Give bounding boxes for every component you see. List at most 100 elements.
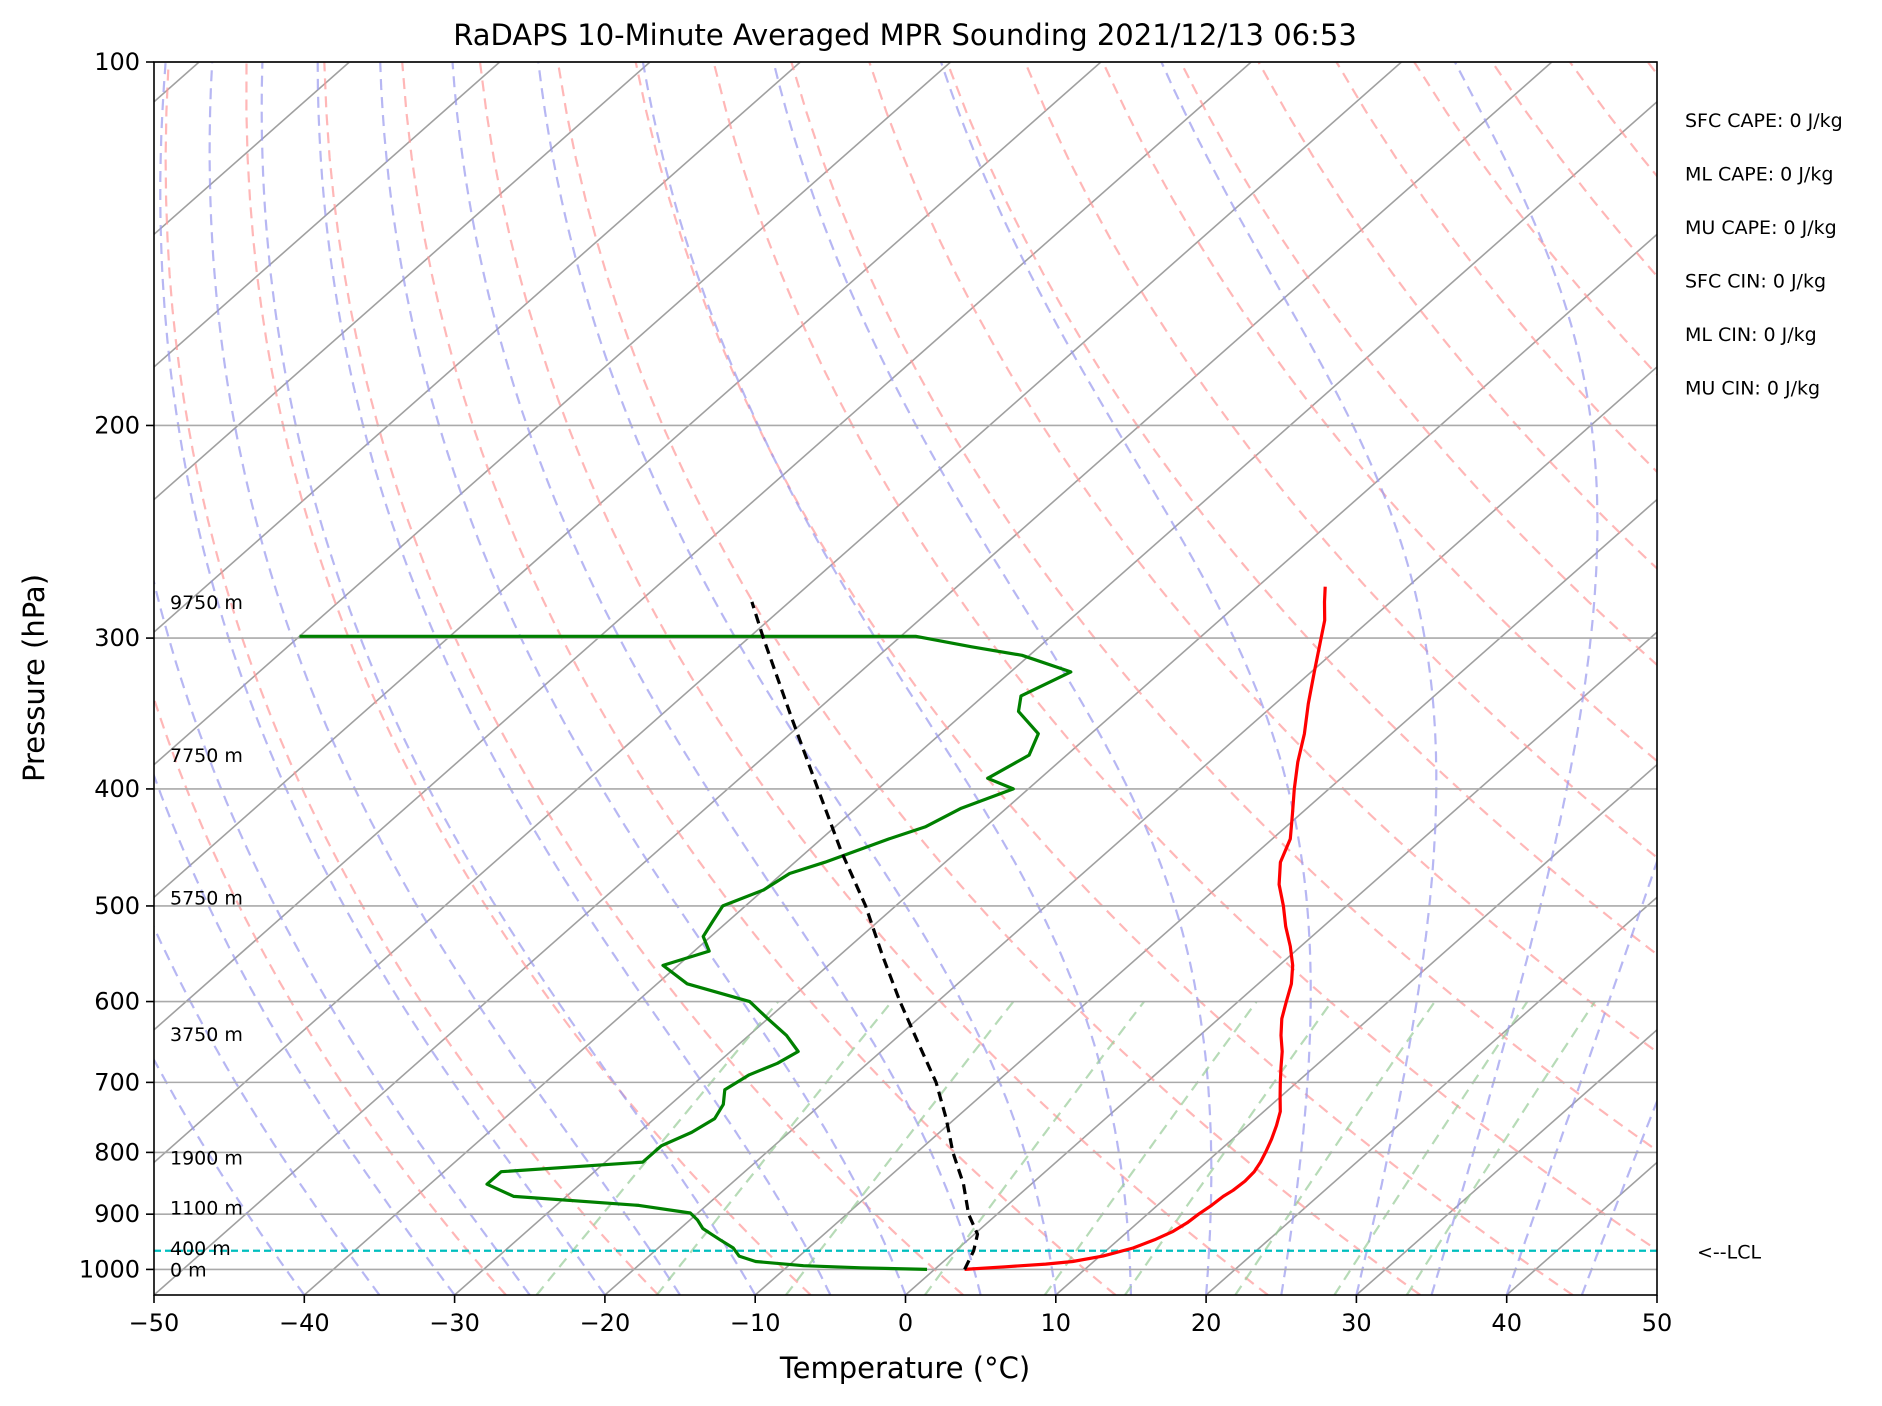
moist-adiabat-line: [1580, 1098, 1657, 1295]
dry-adiabat-line: [1179, 62, 1657, 667]
stability-index-label: ML CIN: 0 J/kg: [1685, 324, 1817, 346]
isotherm-line: [604, 365, 1657, 1295]
height-label: 1900 m: [170, 1148, 243, 1170]
isotherm-line: [154, 62, 1102, 899]
x-axis-ticks: −50 −40 −30 −20 −10 0 10 20 30 40 50: [129, 1295, 1673, 1337]
pressure-grid-lines: [154, 61, 1657, 1271]
x-tick-label: 50: [1642, 1309, 1673, 1337]
isotherm-line: [754, 498, 1657, 1295]
mixing-ratio-line: [1124, 1000, 1333, 1295]
y-axis-ticks: 100 200 300 400 500 600 700 800 900 1000: [79, 48, 154, 1283]
moist-adiabat-line: [154, 772, 456, 1295]
moist-adiabat-line: [939, 62, 1312, 1295]
dry-adiabat-line: [245, 62, 812, 1295]
isotherm-line: [1055, 763, 1657, 1295]
moist-adiabat-line: [1655, 1292, 1657, 1295]
stability-index-label: ML CAPE: 0 J/kg: [1685, 164, 1833, 186]
isotherm-line: [1506, 1161, 1657, 1295]
chart-title: RaDAPS 10-Minute Averaged MPR Sounding 2…: [453, 18, 1357, 52]
x-tick-label: 30: [1341, 1309, 1372, 1337]
x-tick-label: 10: [1041, 1309, 1072, 1337]
y-tick-label: 200: [94, 411, 140, 439]
isotherm-line: [154, 62, 350, 236]
dry-adiabat-line: [164, 62, 660, 1295]
height-labels: 9750 m 7750 m 5750 m 3750 m 1900 m 1100 m 400 …: [170, 592, 243, 1282]
mixing-ratio-line: [655, 1000, 893, 1295]
sounding-profiles: [299, 586, 1327, 1271]
dry-adiabat-line: [868, 62, 1657, 1054]
height-label: 400 m: [170, 1238, 231, 1260]
isotherm-line: [154, 62, 1553, 1295]
dry-adiabat-line: [1726, 62, 1882, 1295]
mixing-ratio-line: [1405, 1000, 1596, 1295]
isotherm-line: [1205, 896, 1657, 1295]
dry-adiabat-line: [401, 62, 1117, 1295]
isotherm-line: [1355, 1028, 1657, 1295]
height-label: 9750 m: [170, 592, 243, 614]
height-label: 3750 m: [170, 1024, 243, 1046]
x-tick-label: 40: [1491, 1309, 1522, 1337]
moist-adiabat-line: [316, 62, 832, 1295]
stability-index-label: SFC CAPE: 0 J/kg: [1685, 110, 1843, 132]
dry-adiabat-line: [634, 62, 1574, 1295]
y-tick-label: 500: [94, 892, 140, 920]
moist-adiabat-line: [451, 62, 982, 1295]
dry-adiabat-line: [1335, 62, 1657, 474]
moist-adiabat-line: [154, 924, 381, 1295]
y-tick-label: 900: [94, 1200, 140, 1228]
moist-adiabat-line: [1160, 62, 1438, 1295]
mixing-ratio-lines: [535, 1000, 1596, 1295]
dry-adiabat-line: [154, 695, 507, 1295]
mixing-ratio-line: [535, 1000, 780, 1295]
isotherm-line: [454, 233, 1657, 1295]
dry-adiabat-line: [323, 62, 964, 1295]
isotherm-line: [154, 62, 801, 634]
dry-adiabat-line: [946, 62, 1657, 956]
moist-adiabat-line: [772, 62, 1213, 1295]
x-tick-label: 20: [1191, 1309, 1222, 1337]
moist-adiabat-line: [537, 62, 1057, 1295]
dry-adiabat-lines: [154, 62, 1882, 1295]
isotherm-line: [303, 100, 1657, 1295]
stability-index-label: MU CIN: 0 J/kg: [1685, 378, 1820, 400]
y-tick-label: 400: [94, 775, 140, 803]
y-tick-label: 1000: [79, 1255, 140, 1283]
dry-adiabat-line: [1413, 62, 1657, 377]
y-tick-label: 800: [94, 1138, 140, 1166]
dry-adiabat-line: [556, 62, 1422, 1295]
moist-adiabat-line: [1430, 62, 1599, 1295]
isotherm-line: [904, 631, 1657, 1295]
moist-adiabat-line: [208, 62, 681, 1295]
y-tick-label: 600: [94, 988, 140, 1016]
moist-adiabat-line: [154, 577, 531, 1295]
mixing-ratio-line: [1333, 1000, 1529, 1295]
isotherm-line: [154, 62, 501, 369]
moist-adiabat-line: [379, 62, 907, 1295]
lcl-label-group: <--LCL: [1697, 1242, 1761, 1264]
isotherm-line: [154, 62, 952, 766]
mixing-ratio-line: [1234, 1000, 1436, 1295]
isotherm-line: [154, 62, 1403, 1164]
dry-adiabat-line: [790, 62, 1657, 1152]
y-axis-label: Pressure (hPa): [17, 574, 51, 782]
mixing-ratio-line: [785, 1000, 1015, 1295]
dry-adiabat-line: [1023, 62, 1657, 859]
dry-adiabat-line: [1257, 62, 1657, 570]
dry-adiabat-line: [712, 62, 1657, 1252]
isotherm-line: [154, 62, 651, 501]
moist-adiabat-line: [159, 62, 606, 1295]
stability-indices: SFC CAPE: 0 J/kg ML CAPE: 0 J/kg MU CAPE: …: [1685, 110, 1843, 400]
dry-adiabat-line: [1804, 62, 1882, 1295]
profile-line-2: [750, 601, 980, 1271]
height-label: 1100 m: [170, 1198, 243, 1220]
plot-frame: [153, 61, 1658, 1296]
y-tick-label: 700: [94, 1068, 140, 1096]
height-label: 0 m: [170, 1259, 207, 1281]
isotherm-line: [154, 62, 1252, 1031]
x-tick-label: −50: [129, 1309, 180, 1337]
stability-index-label: SFC CIN: 0 J/kg: [1685, 271, 1826, 293]
height-label: 7750 m: [170, 745, 243, 767]
x-tick-label: −20: [580, 1309, 631, 1337]
y-tick-label: 100: [94, 48, 140, 76]
